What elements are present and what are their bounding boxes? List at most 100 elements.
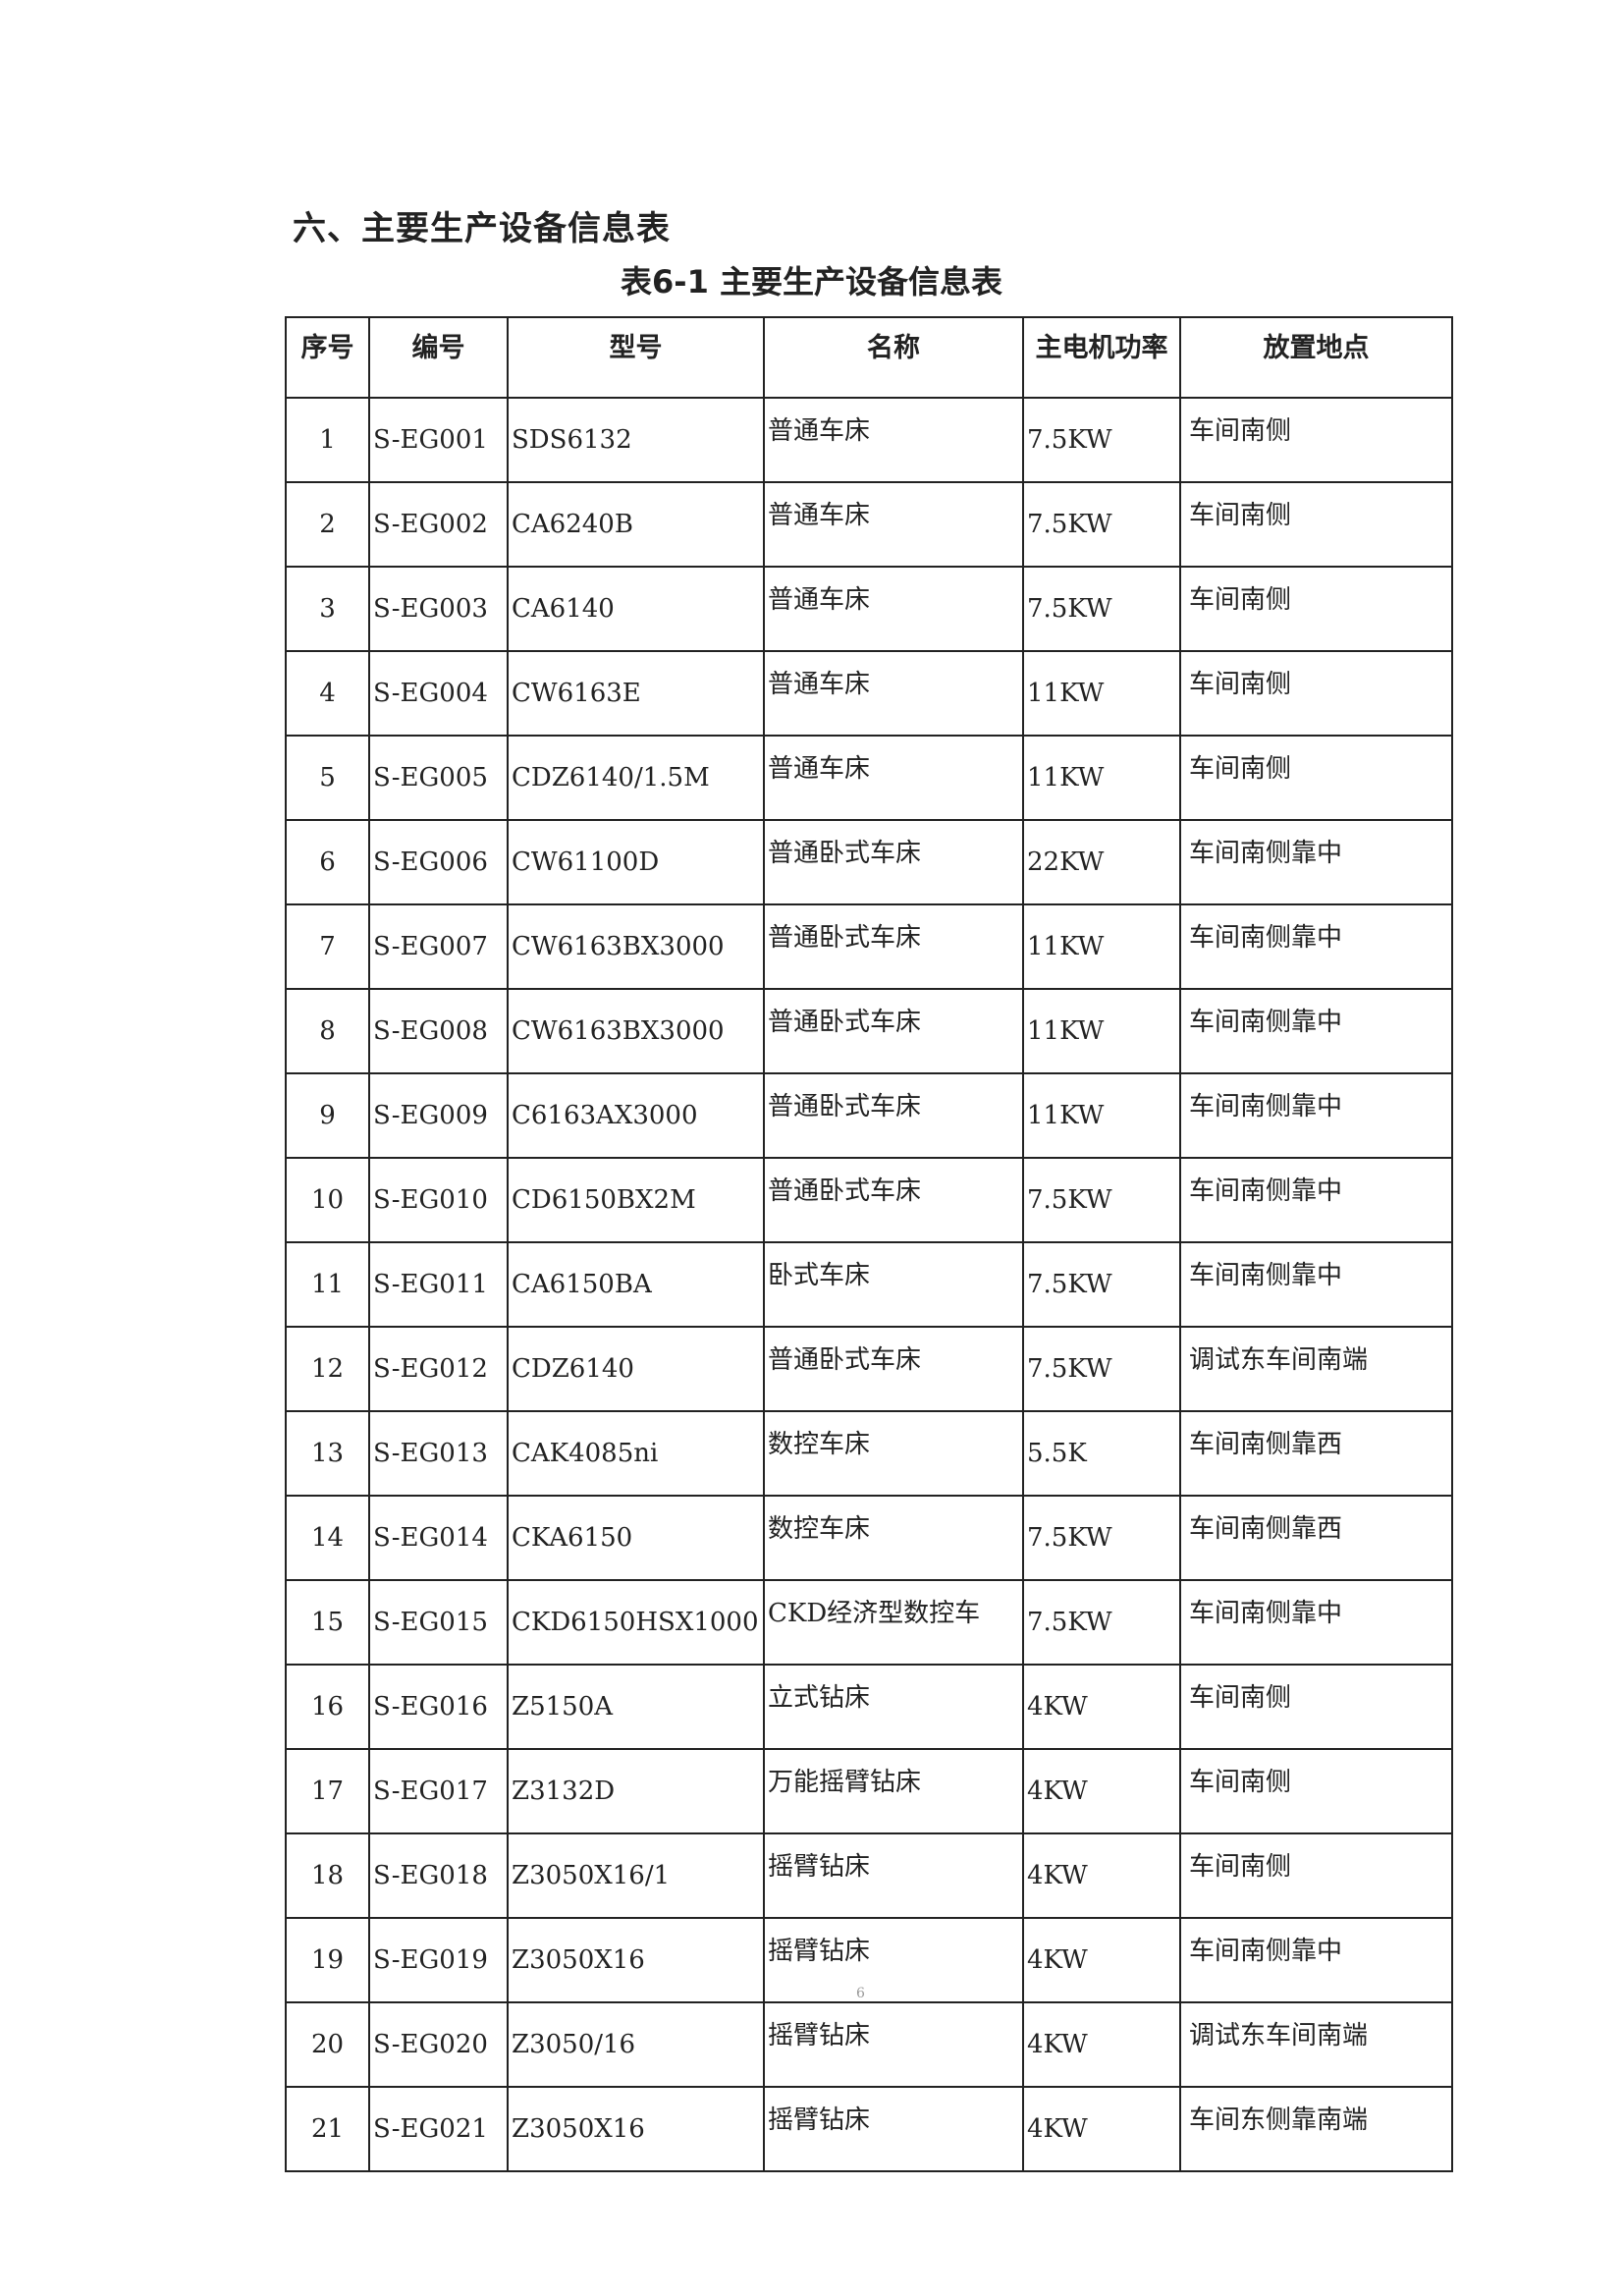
cell-model: Z3050/16 [507,2001,765,2088]
cell-model: CD6150BX2M [507,1157,765,1243]
cell-index: 17 [285,1748,370,1834]
table-row: 9 S-EG009 C6163AX3000 普通卧式车床 11KW 车间南侧靠中 [285,1072,1453,1159]
cell-power: 4KW [1022,1832,1181,1919]
cell-power: 11KW [1022,1072,1181,1159]
cell-name: 普通车床 [763,650,1024,737]
cell-code: S-EG017 [368,1748,509,1834]
cell-location: 调试东车间南端 [1179,1326,1453,1412]
cell-location: 车间南侧靠中 [1179,1241,1453,1328]
table-row: 7 S-EG007 CW6163BX3000 普通卧式车床 11KW 车间南侧靠中 [285,903,1453,990]
header-power: 主电机功率 [1022,316,1181,399]
cell-model: CA6150BA [507,1241,765,1328]
cell-index: 16 [285,1664,370,1750]
cell-power: 7.5KW [1022,481,1181,568]
cell-index: 12 [285,1326,370,1412]
table-row: 6 S-EG006 CW61100D 普通卧式车床 22KW 车间南侧靠中 [285,819,1453,905]
cell-name: 普通车床 [763,566,1024,652]
cell-name: 普通卧式车床 [763,1072,1024,1159]
table-row: 12 S-EG012 CDZ6140 普通卧式车床 7.5KW 调试东车间南端 [285,1326,1453,1412]
cell-name: 普通卧式车床 [763,819,1024,905]
cell-index: 9 [285,1072,370,1159]
table-row: 4 S-EG004 CW6163E 普通车床 11KW 车间南侧 [285,650,1453,737]
cell-index: 5 [285,735,370,821]
cell-index: 19 [285,1917,370,2003]
cell-model: Z3050X16/1 [507,1832,765,1919]
cell-name: 立式钻床 [763,1664,1024,1750]
cell-location: 车间南侧 [1179,1664,1453,1750]
page-number: 6 [856,1986,865,2001]
cell-model: CW6163BX3000 [507,988,765,1074]
cell-name: 万能摇臂钻床 [763,1748,1024,1834]
cell-model: CDZ6140 [507,1326,765,1412]
cell-model: CW61100D [507,819,765,905]
cell-name: 普通卧式车床 [763,903,1024,990]
cell-index: 8 [285,988,370,1074]
cell-power: 4KW [1022,1917,1181,2003]
table-row: 3 S-EG003 CA6140 普通车床 7.5KW 车间南侧 [285,566,1453,652]
cell-code: S-EG019 [368,1917,509,2003]
cell-index: 14 [285,1495,370,1581]
cell-power: 11KW [1022,650,1181,737]
cell-model: Z3050X16 [507,2086,765,2172]
cell-code: S-EG008 [368,988,509,1074]
cell-location: 车间南侧 [1179,397,1453,483]
header-model: 型号 [507,316,765,399]
cell-name: 摇臂钻床 [763,1832,1024,1919]
cell-power: 7.5KW [1022,1495,1181,1581]
cell-location: 调试东车间南端 [1179,2001,1453,2088]
cell-code: S-EG021 [368,2086,509,2172]
cell-name: 普通车床 [763,397,1024,483]
cell-location: 车间南侧靠中 [1179,1157,1453,1243]
table-row: 19 S-EG019 Z3050X16 摇臂钻床 4KW 车间南侧靠中 [285,1917,1453,2003]
cell-name: 普通卧式车床 [763,988,1024,1074]
cell-name: 摇臂钻床 [763,2001,1024,2088]
table-row: 10 S-EG010 CD6150BX2M 普通卧式车床 7.5KW 车间南侧靠中 [285,1157,1453,1243]
cell-model: Z3132D [507,1748,765,1834]
cell-name: 普通卧式车床 [763,1157,1024,1243]
cell-location: 车间东侧靠南端 [1179,2086,1453,2172]
cell-power: 11KW [1022,988,1181,1074]
cell-power: 4KW [1022,2086,1181,2172]
table-caption: 表6-1 主要生产设备信息表 [621,263,1002,301]
cell-code: S-EG012 [368,1326,509,1412]
cell-power: 7.5KW [1022,397,1181,483]
cell-model: C6163AX3000 [507,1072,765,1159]
cell-code: S-EG002 [368,481,509,568]
cell-location: 车间南侧靠中 [1179,1072,1453,1159]
cell-location: 车间南侧 [1179,566,1453,652]
cell-power: 7.5KW [1022,1326,1181,1412]
cell-name: 摇臂钻床 [763,2086,1024,2172]
cell-model: CKA6150 [507,1495,765,1581]
cell-location: 车间南侧靠中 [1179,903,1453,990]
cell-location: 车间南侧靠中 [1179,1917,1453,2003]
cell-code: S-EG007 [368,903,509,990]
header-location: 放置地点 [1179,316,1453,399]
cell-code: S-EG016 [368,1664,509,1750]
cell-location: 车间南侧 [1179,1832,1453,1919]
cell-model: CAK4085ni [507,1410,765,1497]
cell-code: S-EG004 [368,650,509,737]
cell-power: 4KW [1022,1664,1181,1750]
cell-code: S-EG006 [368,819,509,905]
cell-index: 13 [285,1410,370,1497]
table-row: 1 S-EG001 SDS6132 普通车床 7.5KW 车间南侧 [285,397,1453,483]
cell-name: 卧式车床 [763,1241,1024,1328]
table-body: 1 S-EG001 SDS6132 普通车床 7.5KW 车间南侧 2 S-EG002 CA62… [285,397,1453,2172]
cell-name: 普通车床 [763,481,1024,568]
cell-index: 3 [285,566,370,652]
cell-index: 4 [285,650,370,737]
cell-power: 4KW [1022,1748,1181,1834]
cell-power: 7.5KW [1022,1241,1181,1328]
table-row: 14 S-EG014 CKA6150 数控车床 7.5KW 车间南侧靠西 [285,1495,1453,1581]
cell-location: 车间南侧 [1179,735,1453,821]
cell-location: 车间南侧靠中 [1179,988,1453,1074]
table-row: 5 S-EG005 CDZ6140/1.5M 普通车床 11KW 车间南侧 [285,735,1453,821]
cell-index: 10 [285,1157,370,1243]
cell-model: CKD6150HSX1000 [507,1579,765,1666]
cell-model: CDZ6140/1.5M [507,735,765,821]
cell-model: Z3050X16 [507,1917,765,2003]
cell-name: 摇臂钻床 [763,1917,1024,2003]
cell-code: S-EG015 [368,1579,509,1666]
cell-power: 7.5KW [1022,1579,1181,1666]
cell-power: 22KW [1022,819,1181,905]
